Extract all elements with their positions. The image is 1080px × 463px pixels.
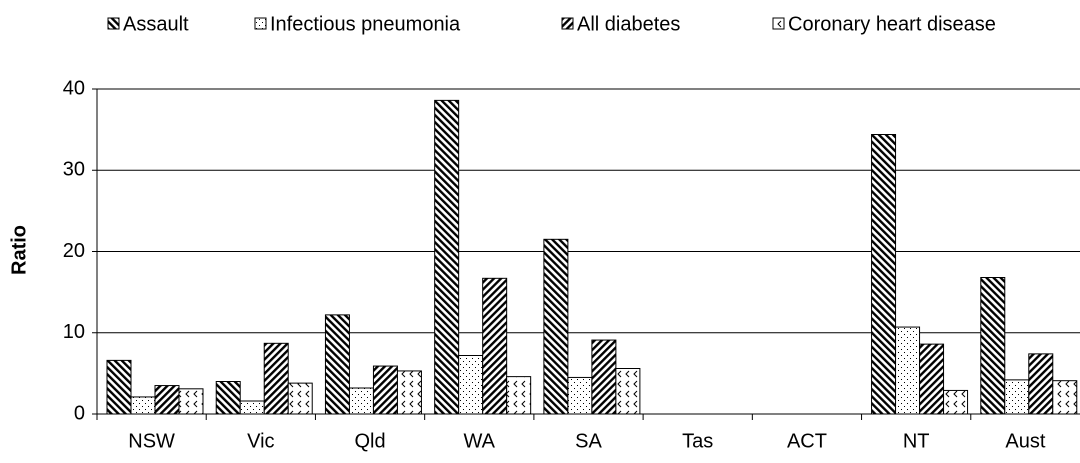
bar bbox=[458, 355, 484, 415]
bar bbox=[567, 376, 593, 415]
bar bbox=[239, 400, 265, 415]
bar bbox=[372, 365, 398, 415]
x-tick-label: WA bbox=[464, 430, 496, 452]
bar bbox=[324, 314, 350, 415]
legend-label: All diabetes bbox=[577, 13, 680, 35]
y-tick-label: 20 bbox=[63, 240, 85, 262]
y-tick-label: 30 bbox=[63, 159, 85, 181]
bar bbox=[506, 376, 532, 415]
legend-label: Assault bbox=[123, 13, 189, 35]
legend-swatch bbox=[561, 17, 574, 30]
x-tick-label: Tas bbox=[682, 430, 713, 452]
x-tick-label: NSW bbox=[128, 430, 175, 452]
y-tick-label: 40 bbox=[63, 77, 85, 99]
bar bbox=[106, 359, 132, 415]
bar bbox=[1028, 353, 1054, 415]
legend-label: Coronary heart disease bbox=[788, 13, 996, 35]
bar bbox=[215, 381, 241, 415]
bar bbox=[263, 342, 289, 415]
bar bbox=[154, 385, 180, 415]
x-tick-label: Qld bbox=[354, 430, 385, 452]
legend-swatch bbox=[772, 17, 785, 30]
bar bbox=[919, 343, 945, 415]
bar bbox=[943, 389, 969, 415]
bar bbox=[980, 277, 1006, 415]
bar bbox=[178, 388, 204, 415]
x-tick-label: Vic bbox=[247, 430, 274, 452]
bar bbox=[348, 387, 374, 415]
bar bbox=[130, 396, 156, 415]
bar bbox=[895, 326, 921, 415]
bar bbox=[1004, 379, 1030, 415]
x-tick-label: NT bbox=[903, 430, 930, 452]
y-tick-label: 10 bbox=[63, 321, 85, 343]
bar bbox=[591, 339, 617, 415]
bar bbox=[396, 370, 422, 415]
legend-swatch bbox=[254, 17, 267, 30]
x-tick-label: SA bbox=[575, 430, 602, 452]
bar bbox=[615, 368, 641, 415]
bar bbox=[482, 277, 508, 415]
bar bbox=[1052, 380, 1078, 415]
y-axis-label: Ratio bbox=[8, 225, 30, 275]
bar bbox=[871, 134, 897, 415]
y-tick-label: 0 bbox=[74, 402, 85, 424]
bar bbox=[543, 238, 569, 415]
bar bbox=[434, 99, 460, 415]
legend-swatch bbox=[107, 17, 120, 30]
legend-label: Infectious pneumonia bbox=[270, 13, 461, 35]
x-tick-label: Aust bbox=[1005, 430, 1045, 452]
x-tick-label: ACT bbox=[787, 430, 827, 452]
bar bbox=[287, 382, 313, 415]
